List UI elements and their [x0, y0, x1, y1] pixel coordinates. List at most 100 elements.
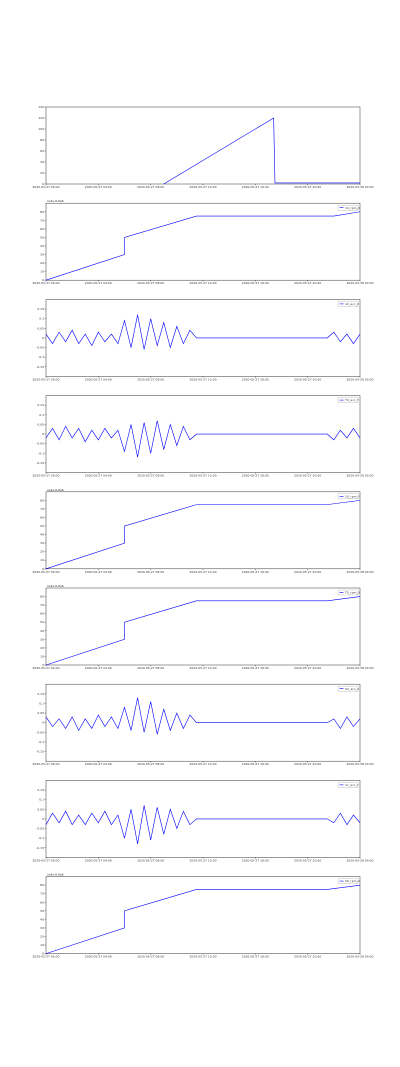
x-tick-label: 2020-05-28 00:00 [346, 185, 373, 189]
y-tick-label: 50 [40, 235, 44, 239]
y-tick-label: -0.1 [38, 355, 44, 359]
x-tick-label: 2020-05-27 04:00 [85, 570, 112, 574]
y-tick-label: 30 [40, 926, 44, 930]
y-tick-label: 50 [40, 909, 44, 913]
legend-label: 1X_acc_X [345, 302, 359, 306]
plot-frame [45, 106, 361, 185]
x-tick-label: 2020-05-27 08:00 [137, 570, 164, 574]
legend-box [337, 782, 359, 788]
y-tick-label: 60 [40, 227, 44, 231]
x-tick-label: 2020-05-27 16:00 [242, 281, 269, 285]
y-tick-label: 0.15 [37, 788, 44, 792]
x-tick-label: 2020-05-27 16:00 [242, 955, 269, 959]
y-tick-label: -0.1 [38, 451, 44, 455]
x-tick-label: 2020-05-27 12:00 [189, 570, 216, 574]
x-tick-label: 2020-05-27 16:00 [242, 858, 269, 862]
x-tick-label: 2020-05-27 12:00 [189, 185, 216, 189]
x-tick-label: 2020-05-27 20:00 [294, 377, 321, 381]
x-tick-label: 2020-05-27 12:00 [189, 474, 216, 478]
x-tick-label: 2020-05-27 12:00 [189, 762, 216, 766]
y-tick-label: 120 [38, 116, 44, 120]
y-tick-label: 0.1 [39, 701, 44, 705]
y-tick-label: 0.15 [37, 692, 44, 696]
y-tick-label: 70 [40, 218, 44, 222]
legend-label: TX_rpm_X [344, 591, 360, 595]
x-tick-label: 2020-05-27 08:00 [137, 185, 164, 189]
y-tick-label: 30 [40, 541, 44, 545]
series-line [163, 117, 360, 185]
y-tick-label: 0 [42, 432, 44, 436]
y-tick-label: -0.05 [36, 442, 44, 446]
series-line [45, 884, 361, 954]
legend-box [337, 205, 359, 211]
x-tick-label: 2020-05-27 16:00 [242, 666, 269, 670]
y-tick-label: 20 [40, 934, 44, 938]
x-tick-label: 2020-05-27 12:00 [189, 281, 216, 285]
x-tick-label: 2020-05-27 08:00 [137, 858, 164, 862]
series-line [45, 500, 361, 570]
y-tick-label: 80 [40, 883, 44, 887]
y-tick-label: 20 [40, 646, 44, 650]
offset-text: 1e6+8.8e6 [47, 488, 64, 492]
x-tick-label: 2020-05-27 08:00 [137, 762, 164, 766]
x-tick-label: 2020-05-27 12:00 [189, 858, 216, 862]
x-tick-label: 2020-05-27 04:00 [85, 185, 112, 189]
x-tick-label: 2020-05-27 00:00 [32, 474, 59, 478]
x-tick-label: 2020-05-28 00:00 [346, 666, 373, 670]
legend-box [337, 878, 359, 884]
plot-frame [45, 202, 361, 281]
x-tick-label: 2020-05-27 16:00 [242, 762, 269, 766]
y-tick-label: 70 [40, 603, 44, 607]
x-tick-label: 2020-05-27 08:00 [137, 474, 164, 478]
y-tick-label: 30 [40, 253, 44, 257]
x-tick-label: 2020-05-27 04:00 [85, 858, 112, 862]
y-tick-label: 40 [40, 160, 44, 164]
y-tick-label: 10 [40, 270, 44, 274]
series-line [45, 596, 361, 666]
y-tick-label: 40 [40, 533, 44, 537]
plot-frame [45, 587, 361, 666]
legend-label: 1X_rpm_Y [345, 494, 360, 498]
offset-text: 1e6+8.8e6 [47, 584, 64, 588]
x-tick-label: 2020-05-27 16:00 [242, 185, 269, 189]
x-tick-label: 2020-05-27 20:00 [294, 281, 321, 285]
y-tick-label: 10 [40, 558, 44, 562]
y-tick-label: 80 [40, 498, 44, 502]
y-tick-label: 0.05 [37, 422, 44, 426]
legend-label: SX_rpm_X [345, 879, 360, 883]
y-tick-label: 20 [40, 550, 44, 554]
y-tick-label: 10 [40, 654, 44, 658]
legend-label: 1Y_acc_Y [345, 783, 359, 787]
y-tick-label: 80 [40, 138, 44, 142]
x-tick-label: 2020-05-27 16:00 [242, 377, 269, 381]
x-tick-label: 2020-05-27 08:00 [137, 955, 164, 959]
x-tick-label: 2020-05-28 00:00 [346, 377, 373, 381]
y-tick-label: 10 [40, 943, 44, 947]
x-tick-label: 2020-05-27 12:00 [189, 666, 216, 670]
x-tick-label: 2020-05-27 20:00 [294, 858, 321, 862]
x-tick-label: 2020-05-27 20:00 [294, 762, 321, 766]
x-tick-label: 2020-05-27 04:00 [85, 955, 112, 959]
legend-box [337, 301, 359, 307]
y-tick-label: 80 [40, 210, 44, 214]
y-tick-label: 0.1 [39, 317, 44, 321]
offset-text: 1e6+8.8e6 [47, 873, 64, 877]
y-tick-label: 50 [40, 524, 44, 528]
x-tick-label: 2020-05-28 00:00 [346, 281, 373, 285]
x-tick-label: 2020-05-27 08:00 [137, 377, 164, 381]
y-tick-label: 0 [42, 278, 44, 282]
y-tick-label: -0.1 [38, 836, 44, 840]
x-tick-label: 2020-05-27 00:00 [32, 666, 59, 670]
y-tick-label: 100 [38, 127, 44, 131]
y-tick-label: -0.05 [36, 730, 44, 734]
x-tick-label: 2020-05-28 00:00 [346, 858, 373, 862]
y-tick-label: 0 [42, 817, 44, 821]
x-tick-label: 2020-05-27 00:00 [32, 185, 59, 189]
y-tick-label: -0.05 [36, 346, 44, 350]
x-tick-label: 2020-05-27 20:00 [294, 955, 321, 959]
y-tick-label: 60 [40, 900, 44, 904]
x-tick-label: 2020-05-27 04:00 [85, 377, 112, 381]
x-tick-label: 2020-05-27 20:00 [294, 570, 321, 574]
x-tick-label: 2020-05-27 00:00 [32, 858, 59, 862]
x-tick-label: 2020-05-27 08:00 [137, 666, 164, 670]
